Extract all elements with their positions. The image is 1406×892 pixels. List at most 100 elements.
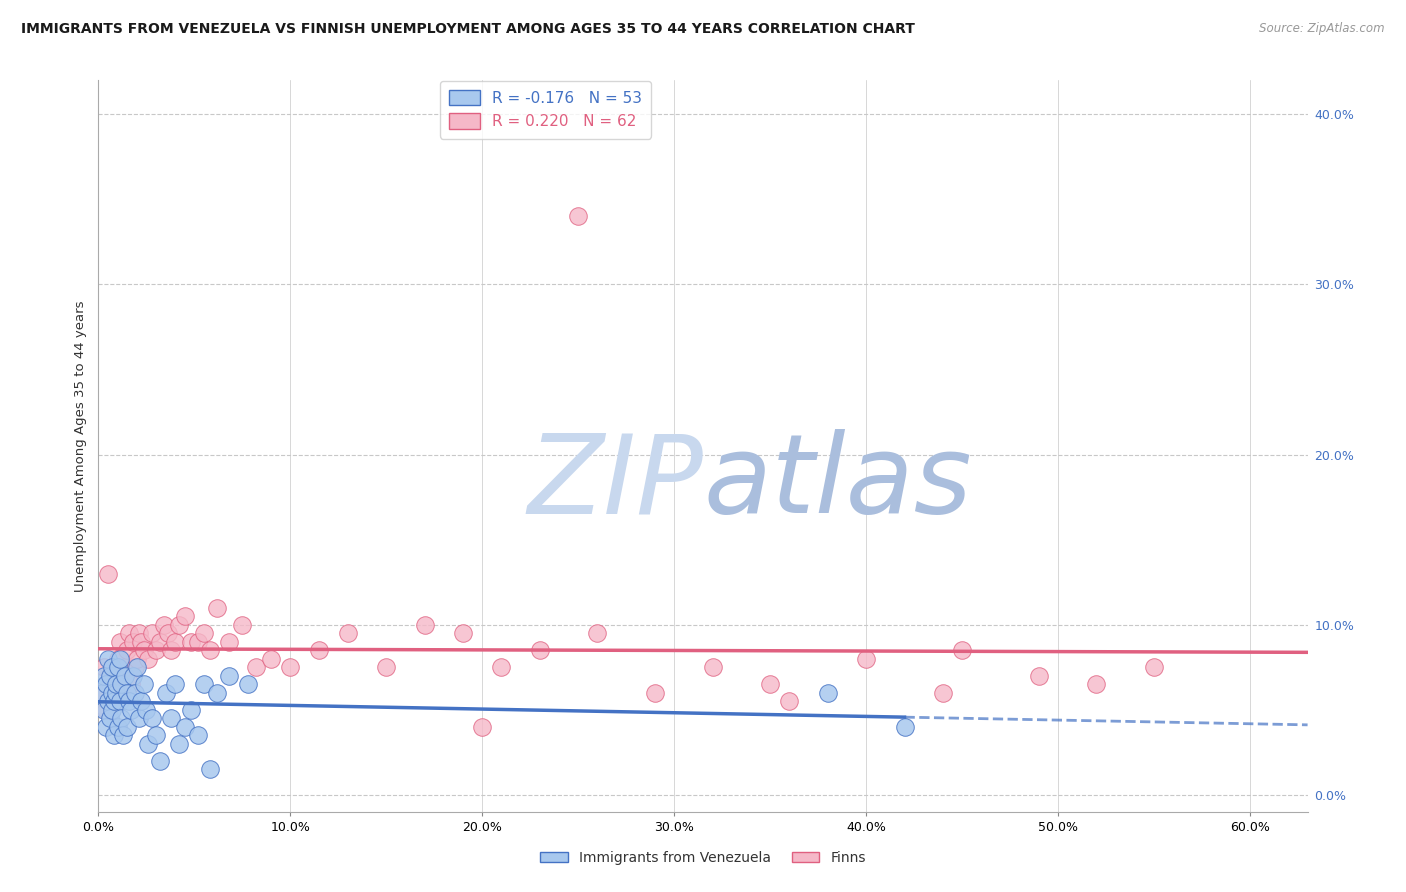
Point xyxy=(167,737,190,751)
Point xyxy=(187,728,209,742)
Point xyxy=(529,643,551,657)
Point xyxy=(218,634,240,648)
Point xyxy=(129,634,152,648)
Point xyxy=(336,626,359,640)
Point xyxy=(149,634,172,648)
Point xyxy=(120,703,142,717)
Point xyxy=(280,660,302,674)
Point xyxy=(108,634,131,648)
Point xyxy=(207,686,229,700)
Point xyxy=(152,617,174,632)
Point xyxy=(134,643,156,657)
Point xyxy=(245,660,267,674)
Point xyxy=(218,668,240,682)
Point xyxy=(94,720,117,734)
Point xyxy=(94,703,117,717)
Point xyxy=(94,677,117,691)
Point xyxy=(207,600,229,615)
Point xyxy=(97,651,120,665)
Point xyxy=(855,651,877,665)
Point xyxy=(115,643,138,657)
Point xyxy=(193,677,215,691)
Point xyxy=(122,634,145,648)
Point xyxy=(118,626,141,640)
Point xyxy=(104,677,127,691)
Point xyxy=(101,694,124,708)
Point xyxy=(110,686,132,700)
Point xyxy=(128,626,150,640)
Point xyxy=(491,660,513,674)
Point xyxy=(136,651,159,665)
Point xyxy=(107,720,129,734)
Point xyxy=(1143,660,1166,674)
Point xyxy=(187,634,209,648)
Y-axis label: Unemployment Among Ages 35 to 44 years: Unemployment Among Ages 35 to 44 years xyxy=(75,301,87,591)
Point xyxy=(141,711,163,725)
Point xyxy=(124,686,146,700)
Point xyxy=(231,617,253,632)
Point xyxy=(125,651,148,665)
Point xyxy=(107,660,129,674)
Point xyxy=(104,677,127,691)
Point xyxy=(110,711,132,725)
Point xyxy=(932,686,955,700)
Point xyxy=(180,634,202,648)
Point xyxy=(91,686,114,700)
Text: atlas: atlas xyxy=(703,429,972,536)
Point xyxy=(702,660,724,674)
Point xyxy=(98,711,121,725)
Point xyxy=(1085,677,1108,691)
Point xyxy=(759,677,782,691)
Point xyxy=(128,711,150,725)
Point xyxy=(91,686,114,700)
Point xyxy=(93,668,115,682)
Point xyxy=(107,651,129,665)
Point xyxy=(110,677,132,691)
Point xyxy=(108,651,131,665)
Point xyxy=(165,677,187,691)
Point xyxy=(120,677,142,691)
Point xyxy=(136,737,159,751)
Point xyxy=(567,210,589,224)
Text: ZIP: ZIP xyxy=(527,429,703,536)
Point xyxy=(165,634,187,648)
Point xyxy=(97,694,120,708)
Point xyxy=(135,703,157,717)
Point xyxy=(586,626,609,640)
Point xyxy=(308,643,330,657)
Point xyxy=(98,668,121,682)
Point xyxy=(173,609,195,624)
Point xyxy=(115,720,138,734)
Point xyxy=(125,660,148,674)
Text: IMMIGRANTS FROM VENEZUELA VS FINNISH UNEMPLOYMENT AMONG AGES 35 TO 44 YEARS CORR: IMMIGRANTS FROM VENEZUELA VS FINNISH UNE… xyxy=(21,22,915,37)
Point xyxy=(118,694,141,708)
Point xyxy=(413,617,436,632)
Point xyxy=(103,668,125,682)
Point xyxy=(145,643,167,657)
Point xyxy=(97,566,120,581)
Point xyxy=(101,686,124,700)
Point xyxy=(149,754,172,768)
Point xyxy=(108,694,131,708)
Point xyxy=(451,626,474,640)
Point xyxy=(173,720,195,734)
Point xyxy=(122,668,145,682)
Point xyxy=(260,651,283,665)
Point xyxy=(1028,668,1050,682)
Point xyxy=(112,728,135,742)
Point xyxy=(145,728,167,742)
Point xyxy=(103,694,125,708)
Point xyxy=(817,686,839,700)
Point xyxy=(93,660,115,674)
Point xyxy=(101,703,124,717)
Point xyxy=(134,677,156,691)
Point xyxy=(198,643,221,657)
Point xyxy=(114,660,136,674)
Point xyxy=(167,617,190,632)
Point xyxy=(778,694,800,708)
Point xyxy=(375,660,398,674)
Point xyxy=(129,694,152,708)
Point xyxy=(236,677,259,691)
Point xyxy=(115,686,138,700)
Point xyxy=(193,626,215,640)
